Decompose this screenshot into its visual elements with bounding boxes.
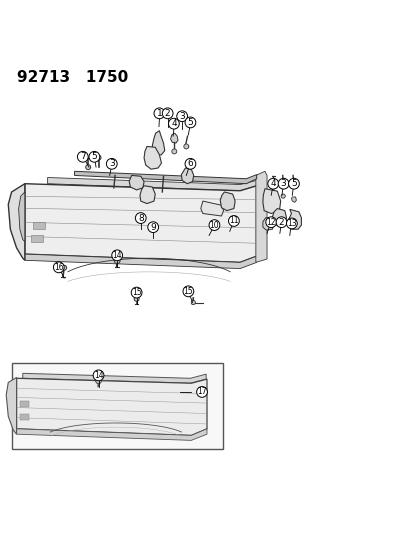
Text: 4: 4 — [171, 119, 176, 128]
Polygon shape — [19, 192, 25, 241]
Bar — [20, 401, 29, 407]
Text: 7: 7 — [80, 152, 85, 161]
Circle shape — [191, 301, 195, 304]
Circle shape — [112, 250, 122, 261]
Text: 5: 5 — [290, 179, 296, 188]
Circle shape — [275, 217, 286, 228]
Text: 3: 3 — [280, 179, 286, 188]
Circle shape — [288, 179, 299, 189]
Circle shape — [286, 218, 297, 229]
Circle shape — [85, 165, 90, 169]
Circle shape — [53, 262, 64, 273]
Circle shape — [196, 386, 207, 397]
Polygon shape — [129, 175, 144, 190]
Text: 8: 8 — [138, 214, 143, 223]
Circle shape — [209, 220, 219, 230]
Circle shape — [185, 158, 195, 169]
Polygon shape — [8, 184, 25, 260]
Circle shape — [89, 151, 100, 162]
Circle shape — [96, 155, 101, 160]
Text: 6: 6 — [187, 159, 193, 168]
Polygon shape — [47, 177, 256, 191]
Text: 5: 5 — [187, 118, 193, 127]
Text: 17: 17 — [197, 387, 206, 397]
Text: 11: 11 — [229, 216, 238, 225]
Text: 15: 15 — [131, 288, 141, 297]
Polygon shape — [255, 171, 266, 262]
Text: 92713   1750: 92713 1750 — [17, 70, 128, 85]
Text: 4: 4 — [270, 179, 275, 188]
Circle shape — [278, 179, 288, 189]
Polygon shape — [17, 378, 207, 435]
Text: 12: 12 — [266, 217, 275, 227]
Circle shape — [62, 265, 66, 270]
Circle shape — [135, 213, 146, 223]
Text: 15: 15 — [183, 287, 193, 296]
Circle shape — [147, 222, 158, 232]
Text: 3: 3 — [109, 159, 114, 168]
Text: 14: 14 — [112, 251, 122, 260]
Polygon shape — [220, 192, 235, 211]
Circle shape — [95, 378, 101, 384]
Circle shape — [185, 117, 195, 128]
Polygon shape — [200, 201, 223, 216]
Polygon shape — [291, 197, 296, 203]
Circle shape — [162, 108, 173, 119]
Text: 5: 5 — [91, 152, 97, 161]
Polygon shape — [181, 168, 193, 184]
Text: 2: 2 — [278, 217, 284, 227]
Circle shape — [134, 296, 139, 301]
Circle shape — [171, 149, 176, 154]
Polygon shape — [25, 254, 256, 269]
Polygon shape — [262, 217, 273, 230]
Polygon shape — [23, 373, 206, 383]
Polygon shape — [6, 377, 17, 434]
Text: 9: 9 — [150, 223, 156, 232]
Polygon shape — [74, 171, 256, 184]
Circle shape — [154, 108, 164, 119]
Text: 3: 3 — [179, 112, 185, 120]
Polygon shape — [17, 429, 207, 440]
Circle shape — [93, 370, 104, 381]
Circle shape — [183, 144, 188, 149]
Circle shape — [131, 287, 142, 298]
Circle shape — [265, 217, 276, 228]
Circle shape — [106, 158, 117, 169]
Polygon shape — [25, 184, 256, 262]
Bar — [12, 362, 222, 449]
Polygon shape — [272, 208, 286, 226]
Polygon shape — [170, 133, 178, 143]
Bar — [31, 235, 43, 243]
Polygon shape — [144, 147, 161, 169]
Text: 10: 10 — [209, 221, 219, 230]
Circle shape — [267, 179, 278, 189]
Text: 2: 2 — [164, 109, 170, 118]
Circle shape — [77, 151, 88, 162]
Circle shape — [114, 258, 120, 264]
Polygon shape — [262, 189, 280, 214]
Circle shape — [176, 111, 187, 122]
Bar — [33, 222, 45, 229]
Polygon shape — [288, 209, 301, 229]
Text: 13: 13 — [286, 219, 296, 228]
Polygon shape — [152, 131, 164, 156]
Circle shape — [228, 215, 239, 227]
Circle shape — [183, 286, 193, 297]
Polygon shape — [140, 186, 155, 204]
Text: 14: 14 — [93, 371, 103, 380]
Circle shape — [280, 194, 285, 198]
Circle shape — [168, 118, 179, 129]
Text: 1: 1 — [156, 109, 162, 118]
Text: 16: 16 — [54, 263, 64, 272]
Bar — [20, 414, 29, 419]
